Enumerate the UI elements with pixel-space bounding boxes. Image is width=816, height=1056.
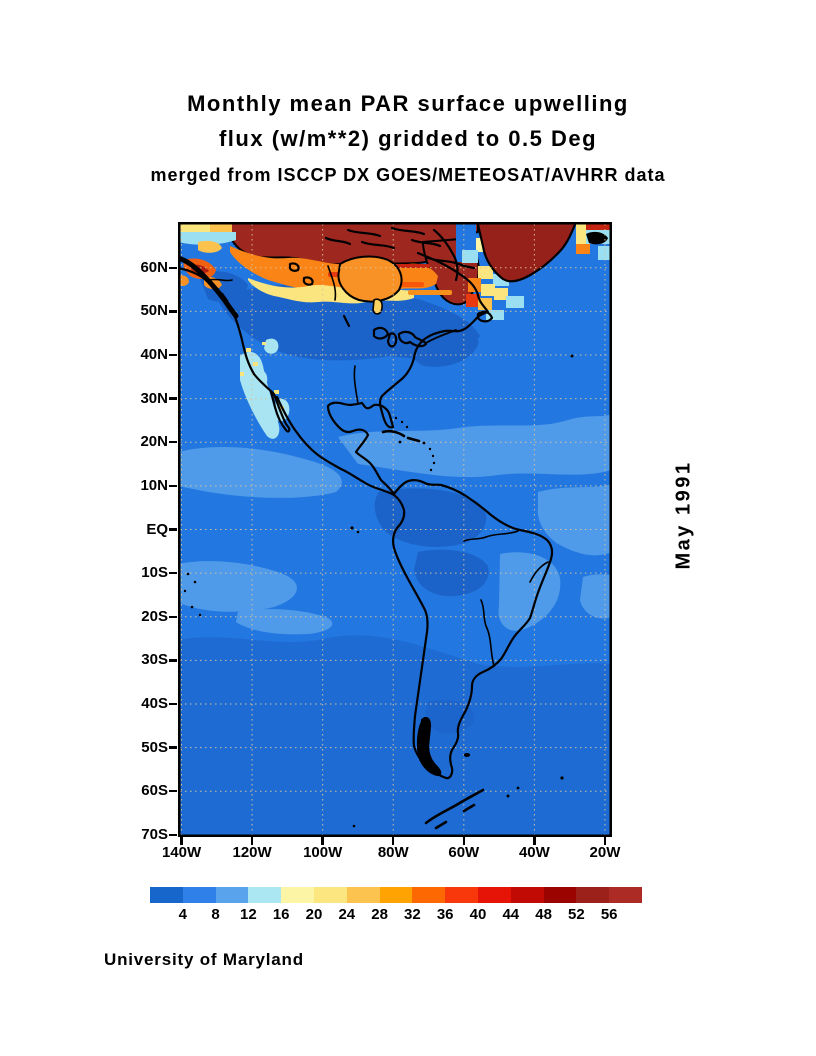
colorbar-segment bbox=[248, 887, 282, 903]
colorbar-value: 24 bbox=[338, 906, 356, 923]
lon-tick-label: 60W bbox=[448, 844, 480, 861]
lat-tick bbox=[169, 484, 177, 488]
greenland bbox=[476, 220, 578, 283]
colorbar-segment bbox=[609, 887, 642, 903]
lon-tick-label: 20W bbox=[589, 844, 621, 861]
lat-tick-label: 30S bbox=[141, 651, 168, 669]
lat-tick bbox=[169, 441, 177, 444]
lat-tick-label: 50S bbox=[141, 738, 168, 756]
lat-tick bbox=[169, 702, 177, 706]
lat-tick bbox=[169, 310, 177, 313]
lat-tick bbox=[169, 266, 177, 269]
title-line2: flux (w/m**2) gridded to 0.5 Deg bbox=[218, 126, 598, 151]
colorbar-value: 8 bbox=[211, 906, 220, 923]
lat-tick-label: 70S bbox=[141, 825, 168, 843]
coastlines bbox=[175, 226, 554, 830]
colorbar: 4 8 12 16 20 24 28 32 36 40 44 48 52 56 bbox=[150, 887, 642, 929]
colorbar-value: 40 bbox=[469, 906, 487, 923]
lat-tick bbox=[169, 353, 177, 357]
colorbar-value: 28 bbox=[371, 906, 388, 923]
lon-tick-label: 100W bbox=[303, 844, 343, 861]
lon-tick bbox=[533, 837, 536, 845]
lat-tick-label: EQ bbox=[146, 520, 168, 538]
credit-text: University of Maryland bbox=[104, 950, 304, 969]
lat-tick bbox=[169, 615, 177, 618]
lat-tick bbox=[169, 528, 177, 531]
lat-tick-label: 60N bbox=[140, 258, 168, 276]
figure-title: Monthly mean PAR surface upwelling flux … bbox=[0, 86, 816, 190]
lat-tick bbox=[169, 397, 177, 400]
lon-tick bbox=[180, 837, 183, 845]
lat-tick-label: 40S bbox=[141, 694, 168, 712]
lon-tick bbox=[321, 837, 324, 845]
lat-tick-label: 40N bbox=[140, 346, 168, 364]
title-line3: merged from ISCCP DX GOES/METEOSAT/AVHRR… bbox=[150, 165, 666, 185]
lat-tick-label: 50N bbox=[140, 302, 168, 320]
colorbar-segment bbox=[313, 887, 347, 903]
colorbar-value: 32 bbox=[404, 906, 421, 923]
lon-tick-label: 120W bbox=[232, 844, 272, 861]
lon-tick bbox=[250, 837, 254, 845]
lat-tick-label: 20S bbox=[141, 607, 168, 625]
colorbar-segment bbox=[182, 887, 216, 903]
colorbar-value: 4 bbox=[178, 906, 187, 923]
lat-tick-label: 60S bbox=[141, 782, 168, 800]
lat-tick-label: 10N bbox=[140, 476, 168, 494]
island-dots bbox=[183, 354, 574, 828]
lon-tick-label: 80W bbox=[377, 844, 409, 861]
south-ocean-band bbox=[178, 635, 612, 837]
lat-tick bbox=[169, 790, 177, 793]
colorbar-segment bbox=[543, 887, 577, 903]
lat-tick bbox=[169, 833, 177, 836]
colorbar-value: 48 bbox=[535, 906, 552, 923]
light-cloud-patches bbox=[178, 414, 612, 635]
lon-tick bbox=[603, 837, 607, 845]
colorbar-value: 36 bbox=[436, 906, 454, 923]
colorbar-value: 56 bbox=[600, 906, 618, 923]
map-border bbox=[178, 222, 612, 837]
lat-tick bbox=[169, 571, 177, 575]
colorbar-segment bbox=[510, 887, 544, 903]
iceland bbox=[586, 231, 608, 245]
lat-tick bbox=[169, 746, 177, 749]
colorbar-value: 16 bbox=[272, 906, 290, 923]
map-canvas bbox=[175, 220, 612, 837]
colorbar-segment bbox=[379, 887, 413, 903]
map-panel: 60N 50N 40N 30N 20N 10N EQ 10S 20S 30S 40S 50S 60S 70… bbox=[140, 220, 620, 861]
lat-tick-label: 30N bbox=[140, 389, 168, 407]
lat-tick-label: 10S bbox=[141, 564, 168, 582]
lat-tick-label: 20N bbox=[140, 433, 168, 451]
colorbar-value: 12 bbox=[240, 906, 257, 923]
date-label: May 1991 bbox=[672, 460, 695, 570]
colorbar-segment bbox=[445, 887, 478, 903]
colorbar-segment bbox=[576, 887, 610, 903]
colorbar-segment bbox=[412, 887, 446, 903]
lon-tick bbox=[392, 837, 395, 845]
colorbar-segment bbox=[281, 887, 314, 903]
colorbar-value: 52 bbox=[568, 906, 585, 923]
colorbar-segment bbox=[346, 887, 380, 903]
title-line1: Monthly mean PAR surface upwelling bbox=[187, 91, 629, 116]
lon-tick bbox=[462, 837, 465, 845]
lon-tick-label: 140W bbox=[161, 844, 202, 861]
colorbar-gradient bbox=[150, 887, 642, 903]
colorbar-segment bbox=[477, 887, 511, 903]
colorbar-segment bbox=[215, 887, 249, 903]
lat-tick bbox=[169, 659, 177, 662]
colorbar-value: 44 bbox=[502, 906, 520, 923]
colorbar-value: 20 bbox=[305, 906, 323, 923]
colorbar-segment bbox=[150, 887, 183, 903]
lon-tick-label: 40W bbox=[518, 844, 550, 861]
hudson-bay bbox=[337, 255, 403, 303]
